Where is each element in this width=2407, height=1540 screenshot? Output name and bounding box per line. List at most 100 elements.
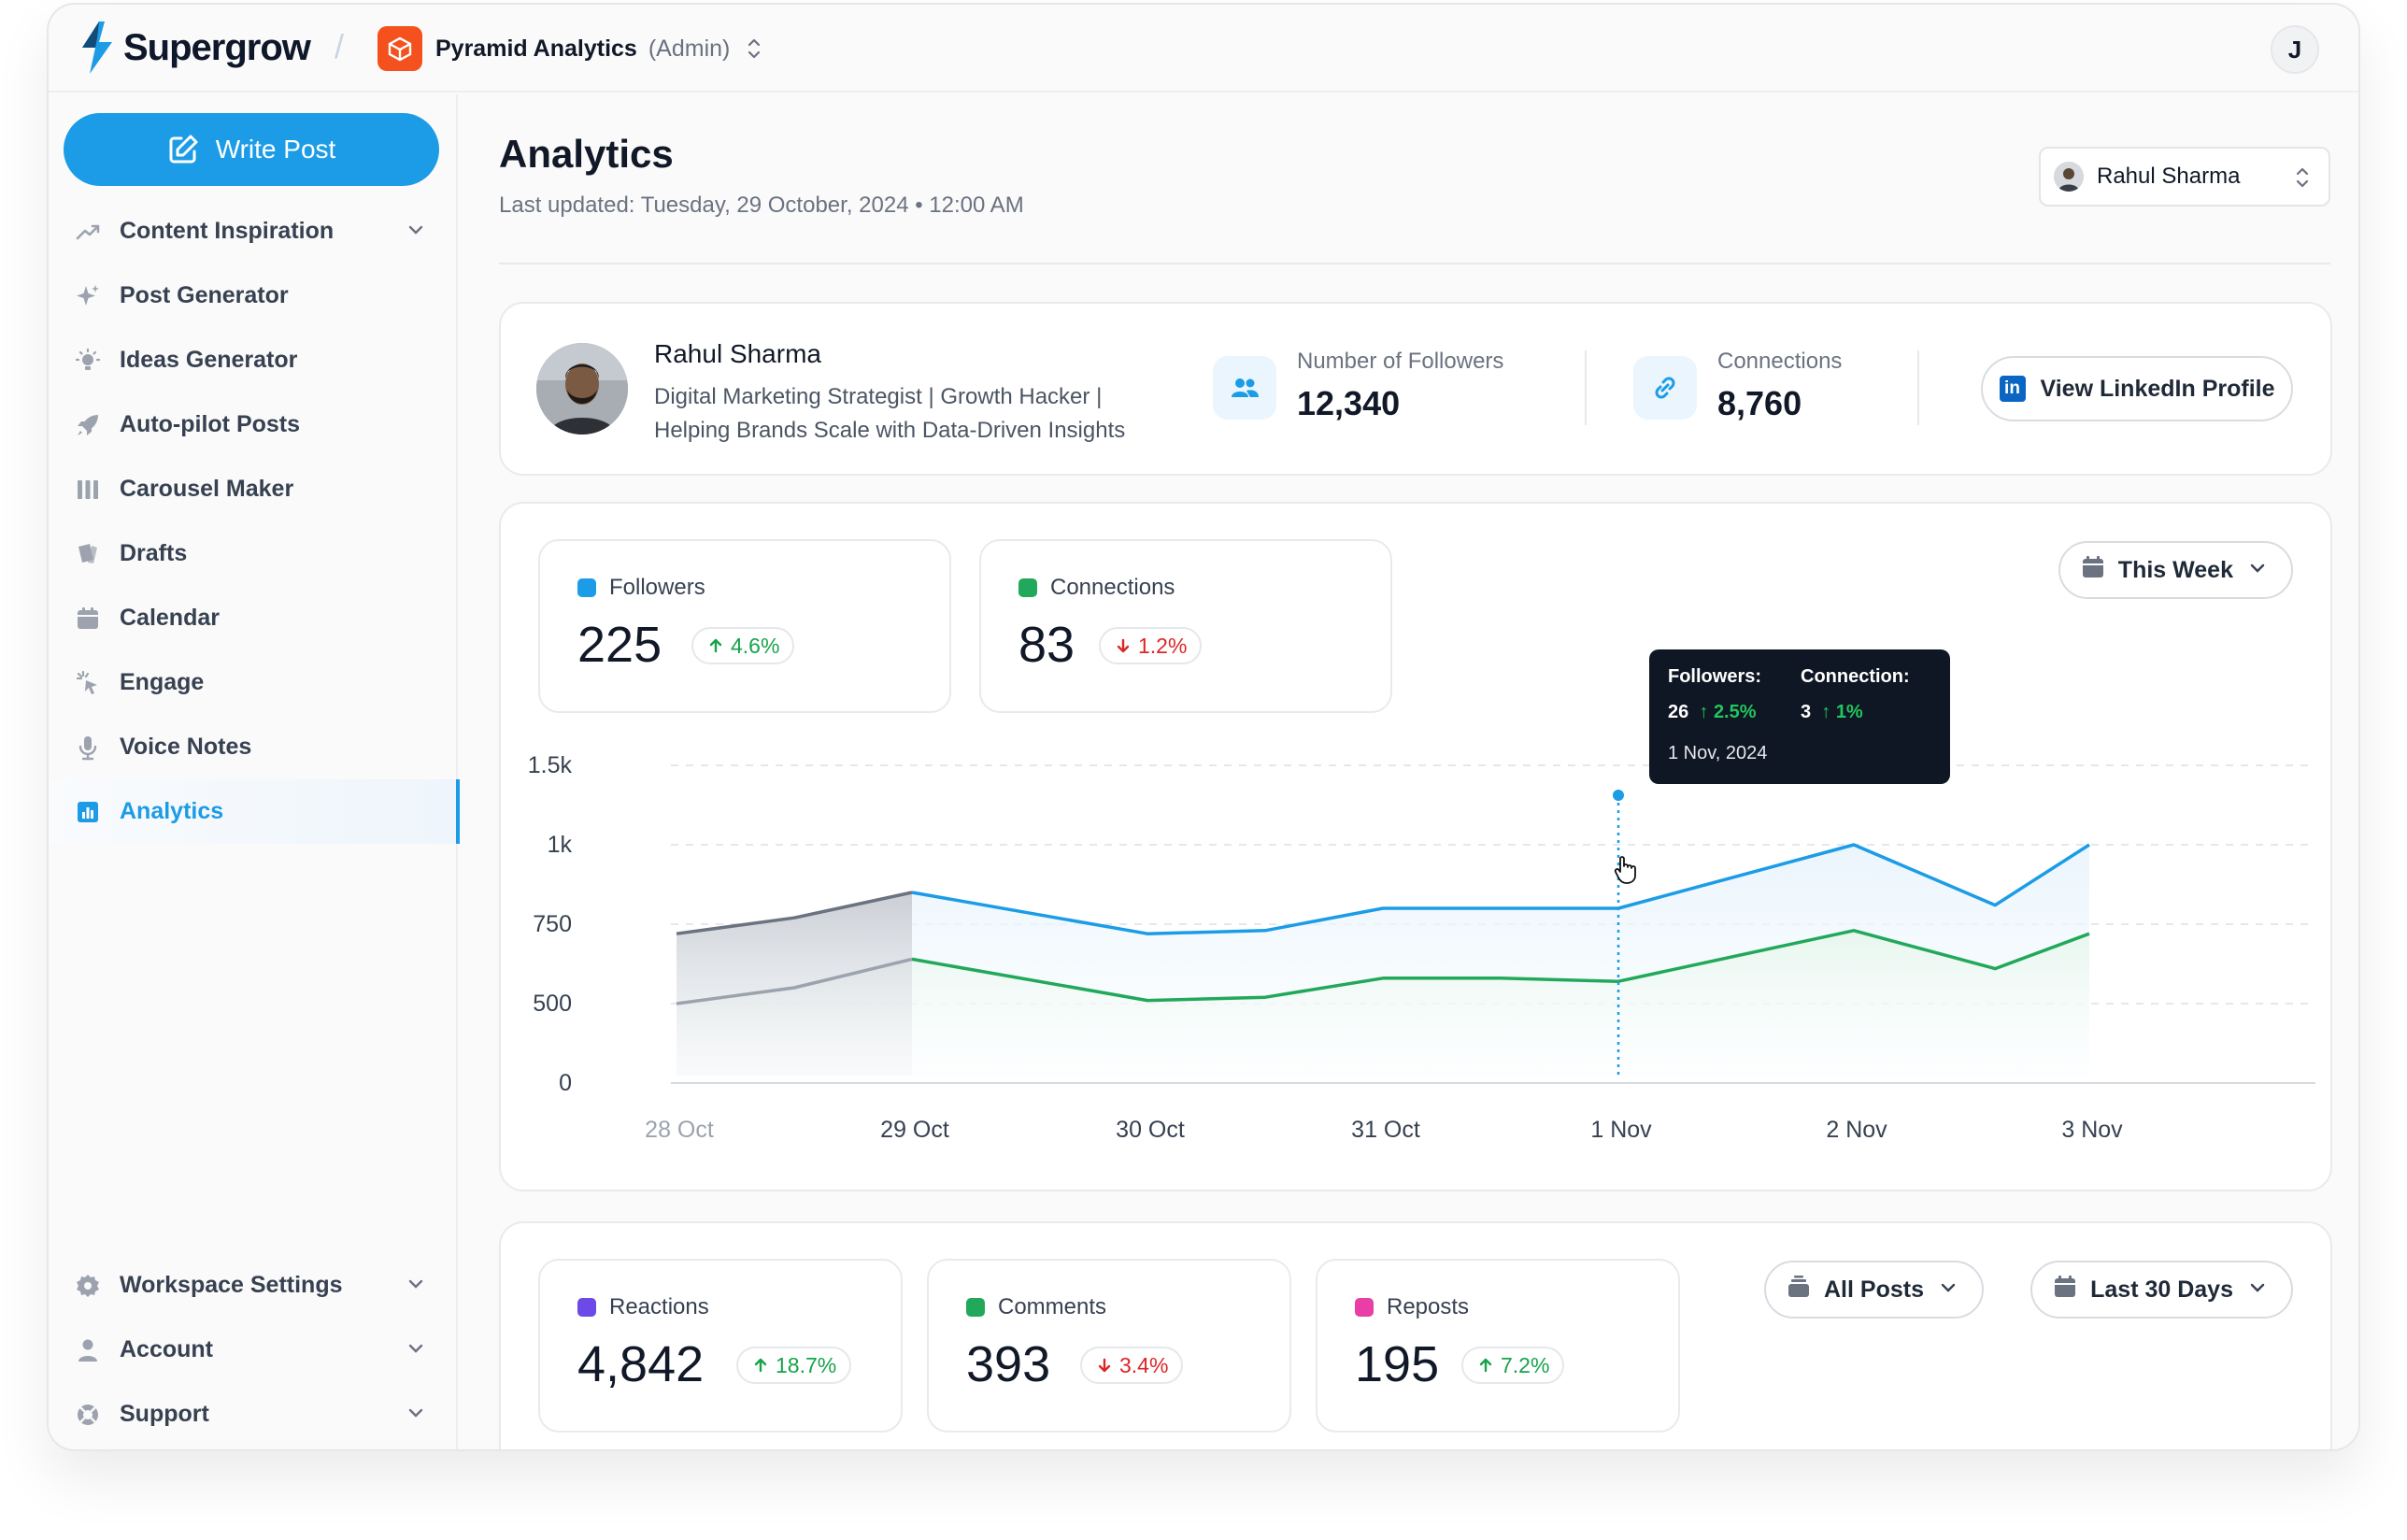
arrow-up-icon (709, 638, 722, 653)
sidebar-item-label: Auto-pilot Posts (120, 411, 301, 437)
sidebar-item-label: Calendar (120, 605, 220, 631)
bar-chart-icon (73, 797, 103, 827)
profile-bio: Digital Marketing Strategist | Growth Ha… (654, 380, 1196, 448)
sidebar-item-label: Ideas Generator (120, 347, 298, 373)
write-post-label: Write Post (215, 135, 336, 164)
sidebar-nav: Content Inspiration Post Generator Ideas… (49, 199, 460, 844)
followers-line-dimmed (676, 891, 913, 935)
date-range-value: This Week (2117, 556, 2233, 583)
chevron-down-icon (2248, 557, 2267, 584)
arrow-down-icon (1098, 1358, 1111, 1373)
change-value: 18.7% (776, 1352, 837, 1377)
sidebar-item-label: Analytics (120, 798, 224, 824)
date-range-select[interactable]: This Week (2058, 541, 2293, 599)
metric-label-text: Comments (998, 1294, 1107, 1319)
sidebar-item-workspace-settings[interactable]: Workspace Settings (49, 1253, 458, 1318)
y-tick-label: 500 (533, 991, 572, 1017)
growth-chart-card: Followers 225 4.6% Connections 83 1.2% T… (499, 502, 2332, 1191)
chart-tooltip: Followers: Connection: 26 ↑ 2.5% 3 ↑ 1% … (1649, 649, 1950, 784)
divider (1585, 350, 1587, 425)
link-icon (1633, 356, 1697, 420)
connections-line (911, 929, 2090, 1003)
sidebar-item-ideas-generator[interactable]: Ideas Generator (49, 328, 458, 392)
date-range-select[interactable]: Last 30 Days (2030, 1261, 2293, 1319)
calendar-icon (2053, 1275, 2077, 1305)
followers-value: 12,340 (1297, 384, 1401, 422)
microphone-icon (73, 733, 103, 763)
metric-label-text: Connections (1050, 575, 1175, 600)
sidebar-item-voice-notes[interactable]: Voice Notes (49, 715, 458, 779)
sidebar-item-calendar[interactable]: Calendar (49, 586, 458, 650)
write-post-button[interactable]: Write Post (64, 113, 439, 186)
lifebuoy-icon (73, 1400, 103, 1430)
metric-label: Reposts (1355, 1294, 1469, 1320)
tooltip-followers-value: 26 ↑ 2.5% (1668, 702, 1757, 723)
sidebar-item-label: Carousel Maker (120, 476, 294, 502)
arrow-up-icon (754, 1358, 767, 1373)
sidebar-item-content-inspiration[interactable]: Content Inspiration (49, 199, 458, 264)
chevron-down-icon (406, 220, 426, 247)
followers-line (911, 843, 2090, 935)
tooltip-connection-label: Connection: (1801, 666, 1910, 687)
comments-metric-card[interactable]: Comments 393 3.4% (927, 1259, 1291, 1433)
profile-select[interactable]: Rahul Sharma (2039, 147, 2330, 207)
calendar-icon (73, 604, 103, 634)
reactions-metric-card[interactable]: Reactions 4,842 18.7% (538, 1259, 903, 1433)
sidebar-item-carousel-maker[interactable]: Carousel Maker (49, 457, 458, 521)
metric-label: Connections (1018, 575, 1175, 601)
chevron-up-down-icon (2295, 164, 2310, 192)
metric-value: 4,842 (577, 1336, 705, 1392)
sidebar-bottom-nav: Workspace Settings Account Support (49, 1253, 458, 1447)
engagement-card: Reactions 4,842 18.7% Comments 393 3.4% … (499, 1221, 2332, 1449)
tooltip-connection-value: 3 ↑ 1% (1801, 702, 1863, 723)
arrow-up-icon (1479, 1358, 1492, 1373)
user-avatar[interactable]: J (2271, 25, 2319, 74)
y-tick-label: 750 (533, 911, 572, 937)
x-tick-label: 30 Oct (1116, 1117, 1185, 1143)
profile-card: Rahul Sharma Digital Marketing Strategis… (499, 302, 2332, 476)
sidebar-item-account[interactable]: Account (49, 1318, 458, 1382)
sidebar-item-post-generator[interactable]: Post Generator (49, 264, 458, 328)
sidebar-item-label: Voice Notes (120, 734, 252, 760)
sidebar-item-analytics[interactable]: Analytics (49, 779, 460, 844)
followers-metric-card[interactable]: Followers 225 4.6% (538, 539, 951, 713)
header-divider (499, 263, 2330, 264)
view-linkedin-profile-button[interactable]: in View LinkedIn Profile (1981, 356, 2293, 421)
post-filter-select[interactable]: All Posts (1764, 1261, 1984, 1319)
tooltip-value: 26 (1668, 702, 1689, 722)
connections-metric-card[interactable]: Connections 83 1.2% (979, 539, 1392, 713)
connections-line-dimmed (676, 957, 913, 1005)
workspace-switcher[interactable]: Pyramid Analytics (Admin) (377, 25, 762, 72)
x-tick-label: 3 Nov (2061, 1117, 2123, 1143)
top-bar: Supergrow / Pyramid Analytics (Admin) J (49, 5, 2358, 93)
legend-swatch (577, 578, 596, 597)
rocket-icon (73, 410, 103, 440)
workspace-role: (Admin) (648, 35, 731, 62)
metric-value: 83 (1018, 617, 1075, 673)
sidebar-item-label: Support (120, 1401, 209, 1427)
sidebar-item-label: Engage (120, 669, 205, 695)
legend-swatch (966, 1298, 985, 1317)
chevron-down-icon (406, 1403, 426, 1430)
change-value: 4.6% (731, 633, 780, 658)
user-icon (73, 1335, 103, 1365)
x-tick-label: 1 Nov (1590, 1117, 1652, 1143)
sidebar-item-auto-pilot-posts[interactable]: Auto-pilot Posts (49, 392, 458, 457)
tooltip-followers-label: Followers: (1668, 666, 1762, 687)
growth-line-chart[interactable]: 1.5k 1k 750 500 0 28 Oct 29 Oct 30 Oct 31 Oct 1 N… (501, 504, 2334, 1193)
cursor-click-icon (73, 668, 103, 698)
y-tick-label: 1k (548, 832, 573, 858)
sidebar-item-engage[interactable]: Engage (49, 650, 458, 715)
metric-label: Reactions (577, 1294, 709, 1320)
x-tick-label: 28 Oct (645, 1117, 714, 1143)
y-tick-label: 0 (559, 1070, 572, 1096)
lightbulb-icon (73, 346, 103, 376)
sidebar-item-support[interactable]: Support (49, 1382, 458, 1447)
change-badge: 18.7% (736, 1347, 852, 1384)
metric-label-text: Reactions (609, 1294, 709, 1319)
sidebar-item-drafts[interactable]: Drafts (49, 521, 458, 586)
tooltip-change-value: 1% (1835, 702, 1863, 722)
reposts-metric-card[interactable]: Reposts 195 7.2% (1316, 1259, 1680, 1433)
brand[interactable]: Supergrow (80, 21, 311, 74)
drafts-icon (73, 539, 103, 569)
